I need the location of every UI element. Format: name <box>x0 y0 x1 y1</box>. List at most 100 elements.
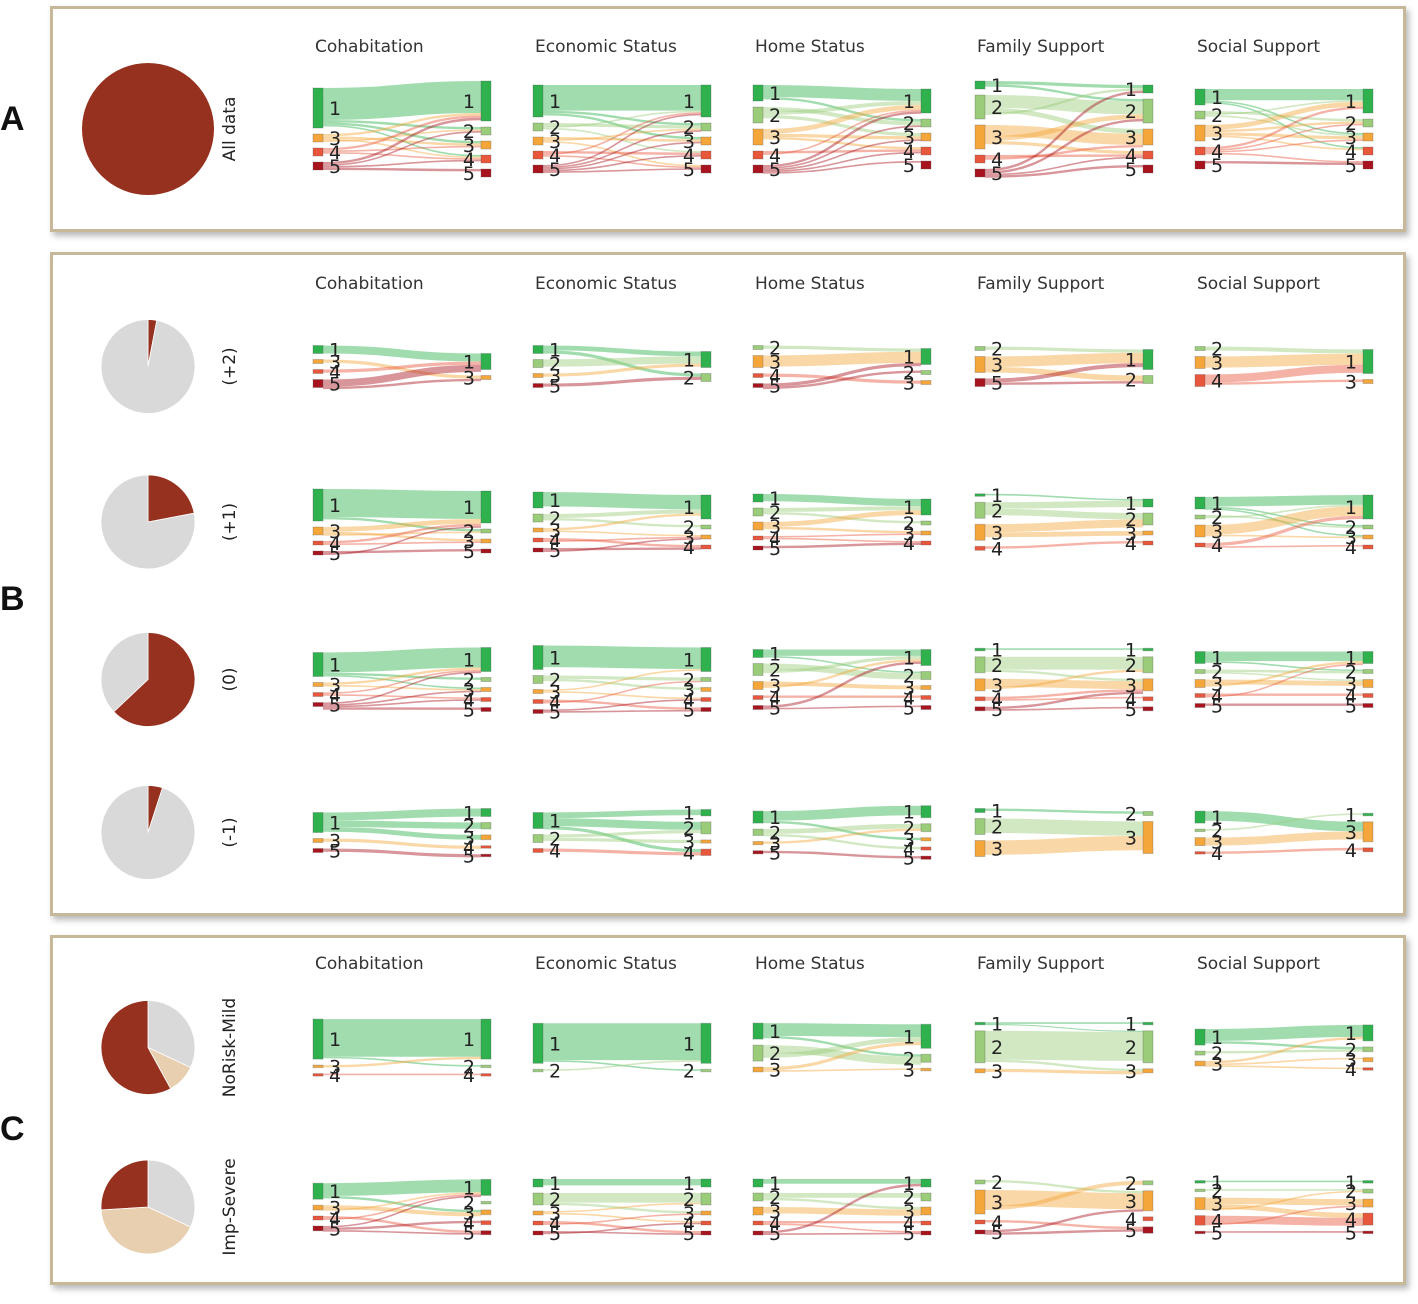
sankey-node-label: 4 <box>329 362 341 384</box>
sankey-node-label: 2 <box>1345 1181 1357 1203</box>
sankey-node-label: 2 <box>463 670 475 692</box>
sankey-node-left <box>752 841 764 846</box>
sankey-node-label: 2 <box>991 817 1003 839</box>
sankey-node-label: 4 <box>991 538 1003 560</box>
sankey-node-left <box>752 695 764 700</box>
sankey-node-right <box>1142 498 1154 508</box>
sankey-flow <box>322 549 482 554</box>
sankey-node-right <box>920 1206 932 1216</box>
sankey-node-label: 4 <box>991 1212 1003 1234</box>
sankey-flow <box>542 536 702 542</box>
sankey-node-label: 3 <box>1345 372 1357 394</box>
sankey-flow <box>984 381 1144 385</box>
sankey-node-label: 5 <box>463 1223 475 1245</box>
sankey-node-label: 1 <box>903 1173 915 1195</box>
sankey-flow <box>542 376 702 387</box>
sankey-node-left <box>752 850 764 855</box>
sankey-node-label: 2 <box>991 1172 1003 1194</box>
column-header-economic-status: Economic Status <box>535 37 677 57</box>
sankey-node-label: 2 <box>1211 507 1223 529</box>
sankey-flow <box>542 110 702 128</box>
sankey-node-label: 3 <box>1345 127 1357 149</box>
sankey-flow <box>762 149 922 154</box>
sankey-node-left <box>532 359 544 368</box>
sankey-node-right <box>1142 706 1154 712</box>
sankey-node-right <box>1362 544 1374 550</box>
sankey-node-label: 2 <box>769 1187 781 1209</box>
sankey-flow <box>1204 121 1364 133</box>
sankey-node-label: 2 <box>463 816 475 838</box>
sankey-node-right <box>1142 1226 1154 1234</box>
sankey-node-label: 3 <box>903 678 915 700</box>
sankey-flow <box>762 161 922 174</box>
pie-slice <box>100 319 196 414</box>
sankey-node-label: 5 <box>549 1223 561 1245</box>
panel-a <box>50 6 1406 232</box>
sankey-flow <box>322 669 482 695</box>
sankey-node-left <box>312 359 324 364</box>
sankey-node-label: 5 <box>1345 1222 1357 1244</box>
sankey-node-left <box>1194 1215 1206 1226</box>
sankey-node-label: 1 <box>903 802 915 824</box>
sankey-flow <box>1204 123 1364 151</box>
sankey-flow <box>322 674 482 690</box>
sankey-flow <box>1204 1041 1364 1050</box>
sankey-node-label: 3 <box>1345 527 1357 549</box>
sankey-flow <box>984 706 1144 711</box>
sankey-node-label: 3 <box>991 839 1003 861</box>
sankey-node-left <box>1194 837 1206 847</box>
sankey-flow <box>1204 508 1364 537</box>
sankey-node-left <box>312 682 324 687</box>
sankey-node-label: 5 <box>903 155 915 177</box>
sankey-node-left <box>974 501 986 519</box>
sankey-node-label: 2 <box>991 1037 1003 1059</box>
sankey-node-label: 5 <box>329 841 341 863</box>
sankey-flow <box>762 661 922 708</box>
sankey-node-right <box>1362 524 1374 530</box>
sankey-node-left <box>1194 524 1206 538</box>
sankey-node-label: 1 <box>1125 350 1137 372</box>
sankey-node-left <box>312 652 324 677</box>
sankey-node-label: 1 <box>903 91 915 113</box>
sankey-node-left <box>532 709 544 714</box>
sankey-node-label: 1 <box>1345 91 1357 113</box>
sankey-node-left <box>752 828 764 836</box>
sankey-flow <box>762 139 922 171</box>
sankey-flow <box>984 156 1144 176</box>
sankey-flow <box>542 669 702 692</box>
sankey-node-left <box>752 810 764 824</box>
sankey-node-left <box>532 150 544 160</box>
sankey-node-left <box>532 136 544 146</box>
sankey-node-label: 1 <box>683 803 695 825</box>
sankey-node-right <box>480 1230 492 1236</box>
sankey-node-right <box>700 534 712 540</box>
sankey-node-label: 4 <box>463 837 475 859</box>
sankey-node-label: 3 <box>903 829 915 851</box>
sankey-node-label: 3 <box>683 131 695 153</box>
sankey-node-label: 1 <box>1345 805 1357 827</box>
sankey-node-left <box>974 696 986 702</box>
sankey-node-label: 4 <box>463 1213 475 1235</box>
sankey-node-right <box>920 846 932 851</box>
sankey-flow <box>322 1196 482 1213</box>
sankey-node-left <box>752 1230 764 1236</box>
sankey-flow <box>984 114 1144 141</box>
sankey-flow <box>1204 101 1364 130</box>
sankey-flow <box>322 647 482 673</box>
sankey-node-right <box>1142 1216 1154 1222</box>
sankey-node-label: 3 <box>463 827 475 849</box>
sankey-node-right <box>700 677 712 682</box>
sankey-node-left <box>752 705 764 710</box>
sankey-node-label: 2 <box>683 368 695 390</box>
sankey-node-label: 3 <box>1125 1191 1137 1213</box>
sankey-node-label: 1 <box>1345 1172 1357 1194</box>
sankey-node-label: 5 <box>329 156 341 178</box>
pie-slice <box>100 1000 172 1095</box>
sankey-node-left <box>532 1230 544 1236</box>
sankey-node-label: 3 <box>1125 523 1137 545</box>
sankey-node-right <box>1142 1180 1154 1186</box>
sankey-node-left <box>532 699 544 704</box>
sankey-flow <box>322 1216 482 1234</box>
sankey-node-left <box>1194 1230 1206 1235</box>
sankey-node-label: 2 <box>683 1189 695 1211</box>
